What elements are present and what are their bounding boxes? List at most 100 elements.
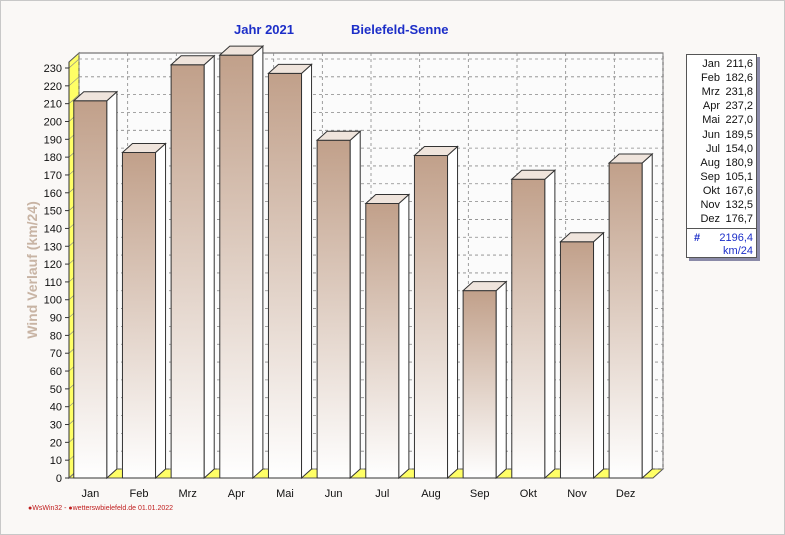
legend-month: Jan [702, 58, 720, 70]
bar [511, 178, 546, 479]
bar-top [413, 146, 459, 157]
y-tick-label: 80 [50, 330, 62, 342]
footer-credit: ●WsWin32 - ●wetterswbielefeld.de 01.01.2… [28, 505, 174, 512]
y-tick-label: 40 [50, 402, 62, 414]
legend-box: Jan 211,6 Feb 182,6 Mrz 231,8 Apr 237,2 Mai 227,0… [686, 54, 757, 258]
x-tick-label: Jun [325, 488, 343, 500]
legend-month: Sep [700, 170, 720, 183]
y-tick-label: 230 [44, 63, 62, 75]
legend-month: Apr [702, 100, 720, 113]
bar-top [218, 45, 265, 56]
legend-month: Mrz [701, 86, 720, 99]
x-tick-label: Aug [421, 488, 441, 500]
y-tick-label: 60 [50, 366, 62, 378]
x-tick-label: Okt [520, 488, 537, 500]
bar [365, 202, 400, 479]
legend-month: Jun [702, 128, 720, 141]
y-tick-label: 110 [44, 277, 62, 289]
legend-item: Mrz 231,8 [696, 86, 753, 98]
legend-value: 176,7 [725, 213, 753, 226]
legend-item: Jul 154,0 [696, 143, 753, 155]
legend-value: 189,5 [725, 128, 753, 141]
legend-item: Apr 237,2 [696, 100, 753, 112]
grid-line-wall [68, 58, 80, 69]
bar-top [559, 232, 605, 243]
legend-value: 105,1 [725, 170, 753, 183]
y-tick-label: 140 [44, 223, 62, 235]
y-tick-label: 190 [44, 134, 62, 146]
x-tick-label: Jan [81, 488, 99, 500]
bar-top [169, 55, 216, 66]
bar-top [607, 153, 654, 164]
bar-side [495, 280, 507, 480]
legend-value: 154,0 [725, 142, 753, 155]
legend-item: Jan 211,6 [696, 58, 753, 70]
bar-top [121, 142, 167, 153]
bar-side [447, 145, 459, 480]
legend-value: 167,6 [725, 184, 753, 197]
x-tick-label: Apr [228, 488, 245, 500]
y-tick-label: 130 [44, 241, 62, 253]
legend-item: Okt 167,6 [696, 185, 753, 197]
legend-item: Dez 176,7 [696, 213, 753, 225]
legend-value: 237,2 [725, 100, 753, 113]
y-tick-label: 50 [50, 384, 62, 396]
x-tick-label: Jul [375, 488, 389, 500]
y-tick-label: 10 [50, 455, 62, 467]
x-tick-label: Nov [567, 488, 587, 500]
y-tick-label: 90 [50, 313, 62, 325]
legend-item: Sep 105,1 [696, 171, 753, 183]
bar-side [398, 193, 410, 480]
y-tick-label: 150 [44, 206, 62, 218]
y-tick-label: 100 [44, 295, 62, 307]
y-axis-label: Wind Verlauf (km/24) [24, 201, 40, 339]
legend-item: Feb 182,6 [696, 72, 753, 84]
legend-month: Okt [702, 184, 720, 197]
bar [170, 64, 205, 479]
bar-side [301, 63, 313, 480]
y-tick-label: 200 [44, 116, 62, 128]
grid-line-wall [68, 76, 80, 87]
legend-item: Jun 189,5 [696, 129, 753, 141]
bar-side [155, 142, 167, 480]
y-tick-label: 70 [50, 348, 62, 360]
legend-month: Nov [700, 199, 720, 211]
y-tick-label: 120 [44, 259, 62, 271]
y-tick-label: 220 [44, 81, 62, 93]
x-tick-label: Feb [130, 488, 149, 500]
legend-value: 182,6 [725, 72, 753, 85]
bar [121, 151, 157, 479]
bar-top [364, 193, 411, 204]
legend-month: Dez [700, 213, 720, 226]
y-tick-label: 170 [44, 170, 62, 182]
legend-item: Nov 132,5 [696, 199, 753, 211]
grid-line-wall [68, 94, 80, 104]
legend-month: Jul [705, 142, 720, 155]
bar [462, 290, 497, 479]
bar-top [267, 63, 313, 74]
bar-top [315, 130, 362, 141]
y-tick-label: 20 [50, 437, 62, 449]
y-tick-label: 210 [44, 99, 62, 111]
legend-total-value: 2196,4 [719, 232, 753, 244]
legend-month: Feb [701, 72, 720, 85]
bar-side [593, 231, 605, 480]
legend-total-symbol: # [694, 232, 701, 244]
y-tick-label: 180 [44, 152, 62, 164]
legend-item: Aug 180,9 [696, 157, 753, 169]
bar [316, 139, 351, 479]
legend-month: Aug [700, 156, 720, 169]
bar-top [461, 281, 508, 292]
bar [73, 100, 108, 479]
bar-side [252, 45, 264, 480]
chart-title-station: Bielefeld-Senne [351, 22, 449, 37]
legend-month: Mai [702, 114, 720, 127]
bar-side [203, 54, 215, 480]
chart-title-year: Jahr 2021 [234, 22, 294, 37]
y-tick-label: 0 [56, 473, 62, 485]
legend-value: 211,6 [726, 58, 753, 70]
bar [267, 72, 303, 479]
x-tick-label: Mai [276, 488, 294, 500]
x-tick-label: Mrz [179, 488, 197, 500]
bar-top [510, 169, 557, 180]
